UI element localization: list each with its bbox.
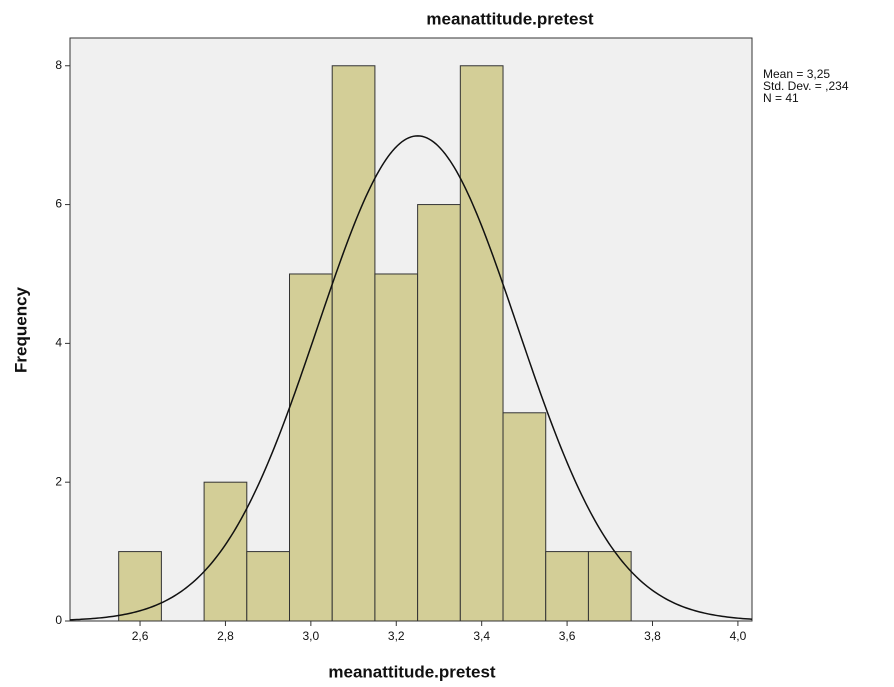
bar	[502, 412, 547, 622]
y-tick-label: 0	[55, 613, 62, 627]
x-tick-label: 2,8	[217, 629, 234, 643]
x-tick-label: 3,4	[473, 629, 490, 643]
bar	[417, 204, 461, 622]
bar	[374, 273, 419, 622]
x-tick-label: 3,0	[303, 629, 320, 643]
bar	[587, 551, 632, 622]
normal-curve	[69, 135, 753, 621]
y-tick-label: 6	[55, 197, 62, 211]
bar	[118, 551, 162, 622]
chart-title: meanattitude.pretest	[426, 9, 594, 28]
x-tick-label: 3,8	[644, 629, 661, 643]
y-tick-label: 2	[55, 474, 62, 488]
bar	[331, 65, 376, 622]
y-axis-label: Frequency	[11, 286, 30, 373]
bar	[545, 551, 589, 622]
x-tick-label: 2,6	[132, 629, 149, 643]
y-tick-label: 8	[55, 58, 62, 72]
x-tick-label: 4,0	[730, 629, 747, 643]
stat-label: Std. Dev. = ,234	[763, 79, 849, 93]
x-axis-label: meanattitude.pretest	[328, 662, 496, 681]
stat-label: Mean = 3,25	[763, 67, 830, 81]
bar	[289, 273, 333, 622]
bar	[203, 481, 248, 622]
bar	[246, 551, 291, 622]
x-tick-label: 3,6	[559, 629, 576, 643]
stat-label: N = 41	[763, 91, 799, 105]
bar	[459, 65, 504, 622]
y-tick-label: 4	[55, 336, 62, 350]
x-tick-label: 3,2	[388, 629, 405, 643]
